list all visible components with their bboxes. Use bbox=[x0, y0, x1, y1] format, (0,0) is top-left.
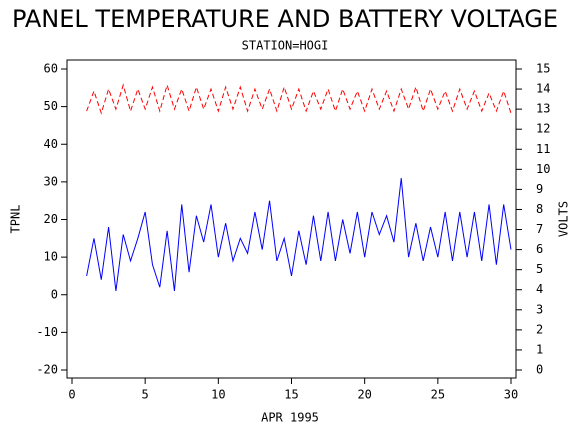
x-tick-label: 5 bbox=[142, 388, 149, 402]
y-tick-label: 10 bbox=[44, 250, 58, 264]
y2-tick-label: 14 bbox=[536, 82, 550, 96]
y-tick-label: 60 bbox=[44, 62, 58, 76]
y-tick-label: 50 bbox=[44, 99, 58, 113]
chart-title: PANEL TEMPERATURE AND BATTERY VOLTAGE bbox=[12, 5, 558, 33]
y2-tick-label: 6 bbox=[536, 242, 543, 256]
y2-tick-label: 1 bbox=[536, 342, 543, 356]
y-tick-label: 30 bbox=[44, 174, 58, 188]
x-tick-label: 15 bbox=[284, 388, 298, 402]
chart-subtitle: STATION=HOGI bbox=[242, 39, 329, 53]
y2-tick-label: 8 bbox=[536, 202, 543, 216]
data-line bbox=[86, 83, 512, 115]
x-tick-label: 25 bbox=[431, 388, 445, 402]
y-tick-label: 0 bbox=[51, 287, 58, 301]
y-axis-label: TPNL bbox=[9, 205, 23, 234]
y2-tick-label: 5 bbox=[536, 262, 543, 276]
y2-tick-label: 15 bbox=[536, 62, 550, 76]
y2-tick-label: 0 bbox=[536, 363, 543, 377]
y2-tick-label: 13 bbox=[536, 102, 550, 116]
x-tick-label: 0 bbox=[68, 388, 75, 402]
y2-tick-label: 7 bbox=[536, 222, 543, 236]
y-tick-label: -20 bbox=[36, 363, 58, 377]
y2-tick-label: 10 bbox=[536, 162, 550, 176]
y2-tick-label: 12 bbox=[536, 122, 550, 136]
x-axis-label: APR 1995 bbox=[261, 411, 319, 425]
x-tick-label: 30 bbox=[504, 388, 518, 402]
y2-axis-label: VOLTS bbox=[557, 201, 570, 237]
x-tick-label: 10 bbox=[211, 388, 225, 402]
y-tick-label: 20 bbox=[44, 212, 58, 226]
y2-tick-label: 4 bbox=[536, 282, 543, 296]
x-tick-label: 20 bbox=[357, 388, 371, 402]
y2-tick-label: 2 bbox=[536, 322, 543, 336]
y2-tick-label: 3 bbox=[536, 302, 543, 316]
y-tick-label: 40 bbox=[44, 137, 58, 151]
y-tick-label: -10 bbox=[36, 325, 58, 339]
data-line bbox=[86, 178, 512, 292]
y2-tick-label: 11 bbox=[536, 142, 550, 156]
y2-tick-label: 9 bbox=[536, 182, 543, 196]
